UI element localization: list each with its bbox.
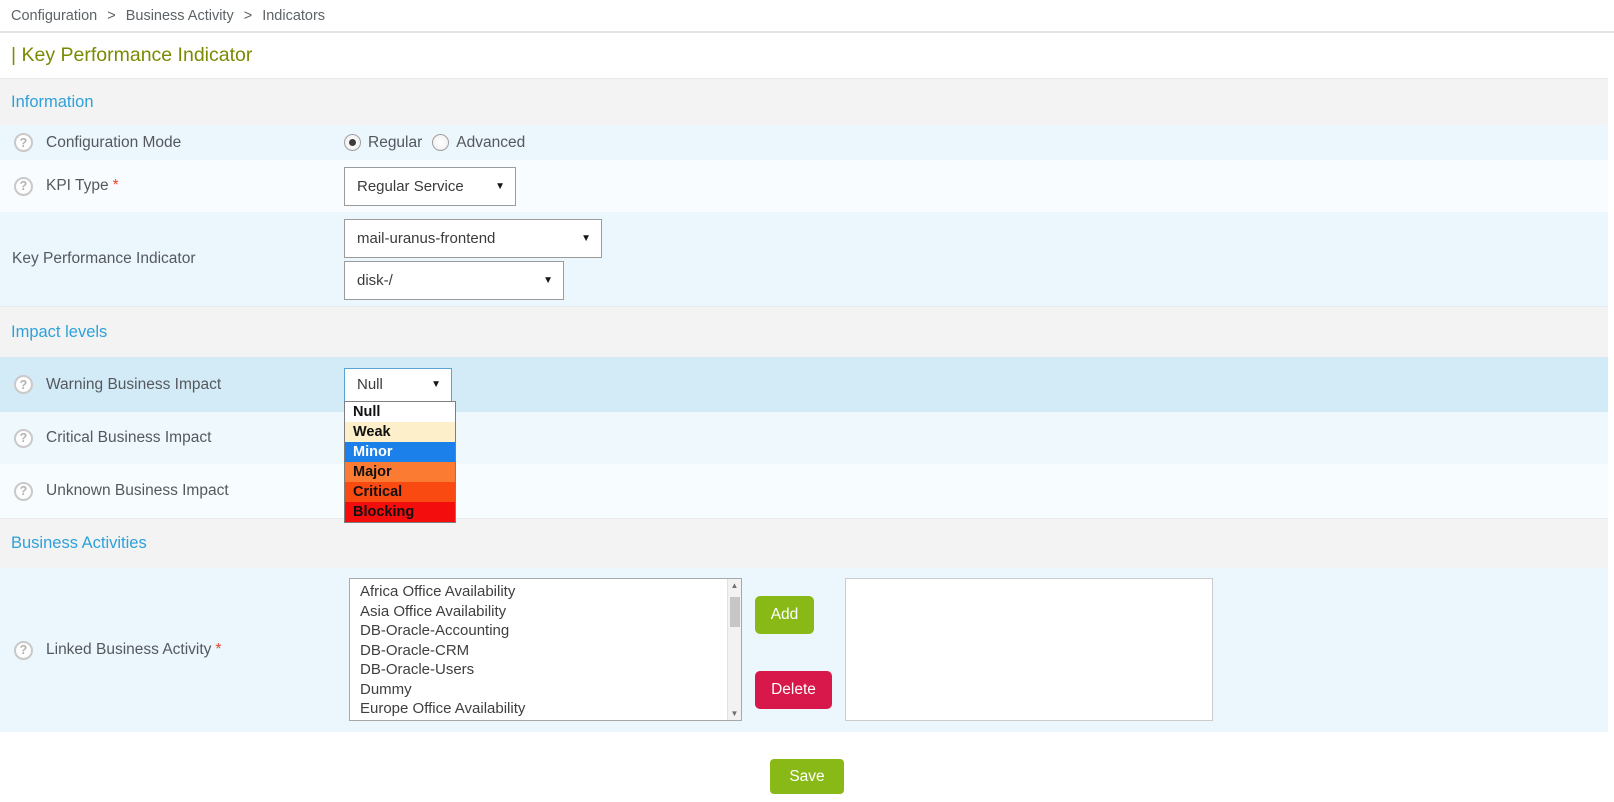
kpi-type-select[interactable]: Regular Service ▼ (344, 166, 516, 206)
row-configuration-mode: ? Configuration Mode Regular Advanced (0, 125, 1608, 160)
radio-regular-label: Regular (368, 133, 423, 151)
listbox-scrollbar[interactable]: ▲ ▼ (727, 579, 741, 720)
required-asterisk: * (112, 177, 119, 194)
transfer-buttons: Add Delete (755, 578, 832, 709)
help-icon[interactable]: ? (14, 176, 33, 196)
kpi-type-label: KPI Type * (46, 177, 119, 194)
radio-button-icon (344, 134, 361, 151)
delete-button[interactable]: Delete (755, 671, 832, 709)
help-icon[interactable]: ? (14, 428, 33, 448)
unknown-business-impact-label: Unknown Business Impact (46, 482, 229, 499)
impact-option-blocking[interactable]: Blocking (345, 502, 455, 522)
dropdown-arrow-icon: ▼ (431, 379, 441, 390)
section-header-impact-levels: Impact levels (0, 306, 1608, 357)
available-activities-options: Africa Office Availability Asia Office Av… (350, 582, 741, 719)
warning-business-impact-label: Warning Business Impact (46, 375, 222, 393)
key-performance-indicator-label: Key Performance Indicator (12, 250, 196, 267)
warning-impact-value: Null (357, 376, 383, 393)
listbox-option[interactable]: DB-Oracle-Accounting (360, 622, 510, 639)
row-critical-business-impact: ? Critical Business Impact (0, 412, 1608, 464)
breadcrumb-separator: > (243, 7, 253, 24)
impact-option-major[interactable]: Major (345, 462, 455, 482)
breadcrumb-separator: > (107, 7, 116, 24)
kpi-type-value: Regular Service (357, 177, 464, 195)
listbox-option[interactable]: DB-Oracle-CRM (360, 641, 470, 659)
dropdown-arrow-icon: ▼ (581, 232, 591, 244)
impact-option-minor[interactable]: Minor (345, 442, 455, 462)
breadcrumb-item-business-activity[interactable]: Business Activity (125, 7, 234, 24)
section-header-information: Information (0, 78, 1608, 125)
listbox-option[interactable]: DB-Oracle-Users (360, 661, 475, 678)
selected-activities-listbox[interactable] (845, 578, 1213, 721)
help-icon[interactable]: ? (14, 640, 33, 660)
breadcrumb-item-indicators[interactable]: Indicators (262, 7, 326, 24)
scrollbar-up-icon[interactable]: ▲ (730, 581, 739, 590)
radio-button-icon (432, 134, 450, 151)
kpi-metric-value: disk-/ (357, 271, 393, 289)
required-asterisk: * (215, 641, 222, 658)
radio-regular[interactable]: Regular (344, 134, 422, 152)
kpi-service-select[interactable]: mail-uranus-frontend ▼ (344, 218, 602, 258)
configuration-mode-radio-group: Regular Advanced (344, 134, 525, 152)
breadcrumb: Configuration > Business Activity > Indi… (0, 0, 1614, 33)
help-icon[interactable]: ? (14, 481, 33, 501)
add-button[interactable]: Add (755, 596, 814, 634)
kpi-form: Information ? Configuration Mode Regular… (0, 78, 1608, 732)
page-title: | Key Performance Indicator (11, 44, 253, 66)
radio-advanced-label: Advanced (456, 133, 526, 151)
scrollbar-thumb[interactable] (729, 597, 740, 627)
row-warning-business-impact: ? Warning Business Impact Null ▼ Null Wea… (0, 357, 1608, 523)
help-icon[interactable]: ? (14, 133, 33, 152)
kpi-service-value: mail-uranus-frontend (357, 229, 496, 247)
row-unknown-business-impact: ? Unknown Business Impact (0, 464, 1608, 518)
breadcrumb-item-configuration[interactable]: Configuration (11, 7, 98, 24)
listbox-option[interactable]: Africa Office Availability (360, 583, 516, 600)
impact-option-null[interactable]: Null (345, 402, 455, 422)
dropdown-arrow-icon: ▼ (495, 180, 505, 192)
configuration-mode-label: Configuration Mode (46, 133, 182, 151)
critical-business-impact-label: Critical Business Impact (46, 429, 212, 446)
kpi-metric-select[interactable]: disk-/ ▼ (344, 260, 564, 300)
impact-option-critical[interactable]: Critical (345, 482, 455, 502)
impact-option-weak[interactable]: Weak (345, 422, 455, 442)
warning-impact-select[interactable]: Null ▼ (344, 367, 452, 402)
listbox-option[interactable]: Asia Office Availability (360, 602, 507, 620)
row-kpi-type: ? KPI Type * Regular Service ▼ (0, 160, 1608, 212)
row-linked-business-activity: ? Linked Business Activity * Africa Offic… (0, 568, 1608, 732)
radio-advanced[interactable]: Advanced (432, 134, 525, 152)
scrollbar-down-icon[interactable]: ▼ (730, 709, 739, 718)
listbox-option[interactable]: Europe Office Availability (360, 700, 526, 717)
impact-options-list: Null Weak Minor Major Critical Blocking (344, 401, 456, 523)
save-button[interactable]: Save (770, 759, 844, 794)
help-icon[interactable]: ? (14, 375, 33, 394)
listbox-option[interactable]: Dummy (360, 680, 412, 698)
row-key-performance-indicator: Key Performance Indicator mail-uranus-fr… (0, 212, 1608, 306)
linked-business-activity-label: Linked Business Activity * (46, 641, 222, 658)
dropdown-arrow-icon: ▼ (543, 274, 553, 286)
section-header-business-activities: Business Activities (0, 518, 1608, 568)
available-activities-listbox[interactable]: Africa Office Availability Asia Office Av… (349, 578, 742, 721)
form-actions: Save (0, 732, 1614, 794)
